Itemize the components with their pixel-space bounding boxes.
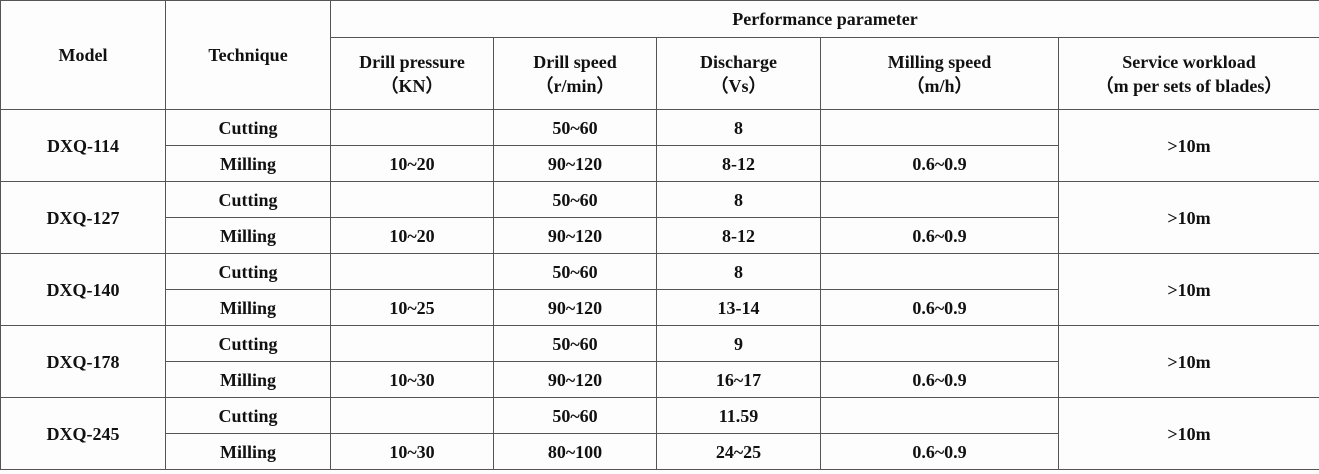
model-cell: DXQ-245 (0, 397, 166, 470)
technique-cell: Milling (165, 145, 331, 182)
technique-cell: Milling (165, 289, 331, 326)
header-group: Performance parameter (330, 0, 1319, 38)
value-cell: 0.6~0.9 (820, 289, 1059, 326)
value-cell: 50~60 (493, 181, 657, 218)
table-row: Milling 10~30 80~100 24~25 0.6~0.9 (1, 433, 1319, 470)
header-unit: （m/h） (906, 75, 973, 96)
value-cell (330, 109, 494, 146)
header-unit: （m per sets of blades） (1095, 75, 1283, 96)
value-cell (820, 325, 1059, 362)
value-cell: 10~20 (330, 145, 494, 182)
value-cell: 11.59 (656, 397, 821, 434)
value-cell: 10~20 (330, 217, 494, 254)
header-cell: Milling speed （m/h） (820, 37, 1059, 110)
service-cell: >10m (1058, 109, 1319, 182)
header-cell: Discharge （Vs） (656, 37, 821, 110)
value-cell: 24~25 (656, 433, 821, 470)
value-cell: 8-12 (656, 145, 821, 182)
model-cell: DXQ-140 (0, 253, 166, 326)
value-cell: 8 (656, 253, 821, 290)
service-cell: >10m (1058, 181, 1319, 254)
table-row: Milling 10~20 90~120 8-12 0.6~0.9 (1, 217, 1319, 254)
service-cell: >10m (1058, 253, 1319, 326)
header-unit: （r/min） (535, 75, 615, 96)
value-cell: 0.6~0.9 (820, 361, 1059, 398)
value-cell (820, 253, 1059, 290)
table-row: Milling 10~30 90~120 16~17 0.6~0.9 (1, 361, 1319, 398)
technique-cell: Milling (165, 217, 331, 254)
header-cell: Technique (165, 0, 331, 110)
value-cell: 10~30 (330, 433, 494, 470)
technique-cell: Milling (165, 433, 331, 470)
value-cell (820, 181, 1059, 218)
value-cell: 50~60 (493, 253, 657, 290)
value-cell: 8-12 (656, 217, 821, 254)
value-cell: 16~17 (656, 361, 821, 398)
value-cell: 0.6~0.9 (820, 145, 1059, 182)
technique-cell: Cutting (165, 397, 331, 434)
value-cell: 10~25 (330, 289, 494, 326)
header-cell: Drill speed （r/min） (493, 37, 657, 110)
header-label: Milling speed (887, 51, 992, 72)
header-unit: （Vs） (710, 75, 767, 96)
table-row: Milling 10~20 90~120 8-12 0.6~0.9 (1, 145, 1319, 182)
table-row: DXQ-140 Cutting 50~60 8 >10m (0, 253, 1319, 326)
header-cell: Drill pressure （KN） (330, 37, 494, 110)
value-cell (330, 325, 494, 362)
table-row: DXQ-127 Cutting 50~60 8 >10m (0, 181, 1319, 254)
value-cell: 13-14 (656, 289, 821, 326)
technique-cell: Milling (165, 361, 331, 398)
header-cell: Service workload （m per sets of blades） (1058, 37, 1319, 110)
value-cell (820, 397, 1059, 434)
table-row: DXQ-114 Cutting 50~60 8 >10m (0, 109, 1319, 182)
value-cell (820, 109, 1059, 146)
model-cell: DXQ-114 (0, 109, 166, 182)
header-label: Service workload (1122, 51, 1256, 72)
value-cell (330, 253, 494, 290)
value-cell: 90~120 (493, 145, 657, 182)
header-label: Discharge (700, 51, 777, 72)
model-cell: DXQ-127 (0, 181, 166, 254)
table-row: DXQ-245 Cutting 50~60 11.59 >10m (0, 397, 1319, 470)
value-cell: 90~120 (493, 217, 657, 254)
value-cell: 10~30 (330, 361, 494, 398)
value-cell: 50~60 (493, 397, 657, 434)
value-cell: 50~60 (493, 325, 657, 362)
value-cell: 9 (656, 325, 821, 362)
value-cell: 0.6~0.9 (820, 217, 1059, 254)
value-cell (330, 181, 494, 218)
value-cell (330, 397, 494, 434)
service-cell: >10m (1058, 325, 1319, 398)
header-unit: （KN） (380, 75, 444, 96)
technique-cell: Cutting (165, 181, 331, 218)
model-cell: DXQ-178 (0, 325, 166, 398)
value-cell: 90~120 (493, 289, 657, 326)
header-label: Drill pressure (359, 51, 465, 72)
service-cell: >10m (1058, 397, 1319, 470)
technique-cell: Cutting (165, 253, 331, 290)
value-cell: 90~120 (493, 361, 657, 398)
value-cell: 80~100 (493, 433, 657, 470)
header-cell: Model (0, 0, 166, 110)
technique-cell: Cutting (165, 109, 331, 146)
value-cell: 8 (656, 109, 821, 146)
technique-cell: Cutting (165, 325, 331, 362)
table-row: Milling 10~25 90~120 13-14 0.6~0.9 (1, 289, 1319, 326)
header-label: Drill speed (533, 51, 617, 72)
table-row: DXQ-178 Cutting 50~60 9 >10m (0, 325, 1319, 398)
value-cell: 0.6~0.9 (820, 433, 1059, 470)
value-cell: 50~60 (493, 109, 657, 146)
value-cell: 8 (656, 181, 821, 218)
